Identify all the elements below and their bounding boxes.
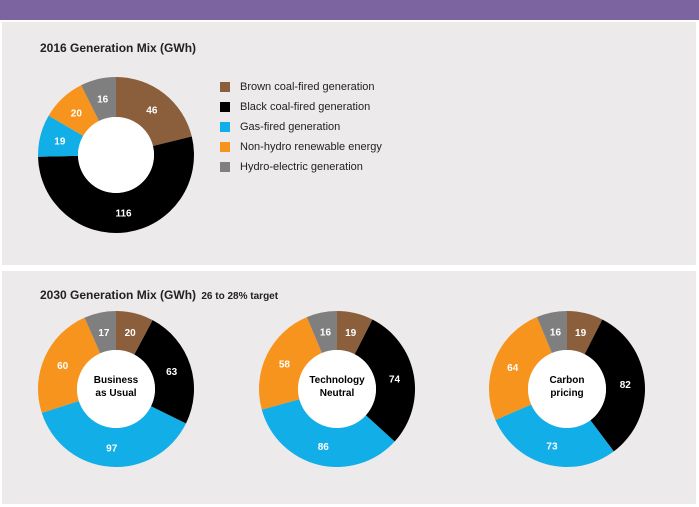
legend-label: Gas-fired generation — [240, 120, 341, 133]
panel-title-2016-text: 2016 Generation Mix (GWh) — [40, 41, 197, 55]
slice-value-label: 64 — [507, 363, 519, 374]
donut-slice — [48, 85, 100, 136]
slice-value-label: 82 — [620, 380, 632, 391]
slice-value-label: 16 — [320, 328, 332, 339]
slice-value-label: 20 — [71, 109, 83, 120]
donut-slice — [41, 400, 186, 467]
donut-center-label: Business — [94, 375, 139, 386]
slice-value-label: 73 — [546, 442, 558, 453]
donut-slice — [259, 317, 322, 410]
slice-value-label: 16 — [550, 328, 562, 339]
donut-hole — [77, 350, 155, 428]
donut-slice — [354, 319, 416, 442]
donut-slice — [37, 115, 84, 157]
legend-item: Black coal-fired generation — [220, 98, 382, 118]
panel-title-2030: 2030 Generation Mix (GWh) 26 to 28% targ… — [40, 288, 278, 302]
donut-slice — [306, 311, 337, 354]
donut-slice — [488, 317, 552, 420]
donut-center-label: pricing — [550, 388, 583, 399]
panel-title-2016: 2016 Generation Mix (GWh) — [40, 41, 196, 55]
donut-center-label: as Usual — [95, 388, 136, 399]
legend-item: Brown coal-fired generation — [220, 78, 382, 98]
donut-slice — [38, 317, 101, 413]
panel-2016: 2016 Generation Mix (GWh) 46 116 19 20 16 Br… — [2, 22, 696, 265]
donut-slice — [116, 311, 153, 355]
legend-label: Brown coal-fired generation — [240, 80, 375, 93]
donut-slice — [84, 311, 116, 354]
slice-value-label: 86 — [318, 442, 330, 453]
slice-value-label: 74 — [389, 375, 401, 386]
slice-value-label: 19 — [575, 328, 587, 339]
slice-value-label: 46 — [146, 105, 158, 116]
donut-slice — [81, 77, 116, 122]
donut-hole — [298, 350, 376, 428]
chart-legend: Brown coal-fired generation Black coal-fi… — [220, 78, 382, 178]
legend-item: Gas-fired generation — [220, 118, 382, 138]
donut-center-label: Neutral — [320, 388, 355, 399]
donut-hole — [528, 350, 606, 428]
donut-slice — [536, 311, 567, 354]
legend-label: Hydro-electric generation — [240, 160, 363, 173]
slice-value-label: 19 — [54, 136, 66, 147]
donut-slice — [134, 320, 195, 424]
legend-label: Non-hydro renewable energy — [240, 140, 382, 153]
donut-slice — [495, 404, 614, 467]
donut-slice — [584, 319, 645, 452]
donut-center-label: Carbon — [550, 375, 585, 386]
donut-slice — [337, 311, 373, 355]
slice-value-label: 116 — [115, 209, 132, 220]
donut-hole — [78, 117, 154, 193]
donut-slice — [38, 136, 195, 233]
slice-value-label: 58 — [279, 359, 291, 370]
slice-value-label: 60 — [57, 361, 69, 372]
donut-chart-2016: 46 116 19 20 16 — [37, 77, 195, 233]
donut-center-label: Technology — [309, 375, 365, 386]
slice-value-label: 17 — [98, 328, 110, 339]
slice-value-label: 16 — [97, 95, 109, 106]
donut-slice — [116, 77, 192, 147]
legend-swatch — [220, 121, 230, 132]
panel-title-2030-text: 2030 Generation Mix (GWh) — [40, 288, 197, 302]
header-bar — [0, 0, 699, 20]
donut-charts-2030: 20 63 97 60 17 Business as Usual 19 74 86 58 16 Tech… — [38, 311, 645, 467]
slice-value-label: 20 — [125, 328, 137, 339]
legend-item: Hydro-electric generation — [220, 158, 382, 178]
donut-slice — [261, 399, 395, 467]
legend-swatch — [220, 161, 230, 172]
panel-subtitle-2030: 26 to 28% target — [201, 291, 279, 302]
slice-value-label: 19 — [345, 328, 357, 339]
panel-2030: 2030 Generation Mix (GWh) 26 to 28% targ… — [2, 271, 696, 504]
legend-swatch — [220, 81, 230, 92]
slice-value-label: 97 — [106, 443, 118, 454]
legend-label: Black coal-fired generation — [240, 100, 371, 113]
slice-value-label: 63 — [166, 367, 178, 378]
legend-item: Non-hydro renewable energy — [220, 138, 382, 158]
legend-swatch — [220, 101, 230, 112]
donut-slice — [567, 311, 603, 355]
legend-swatch — [220, 141, 230, 152]
